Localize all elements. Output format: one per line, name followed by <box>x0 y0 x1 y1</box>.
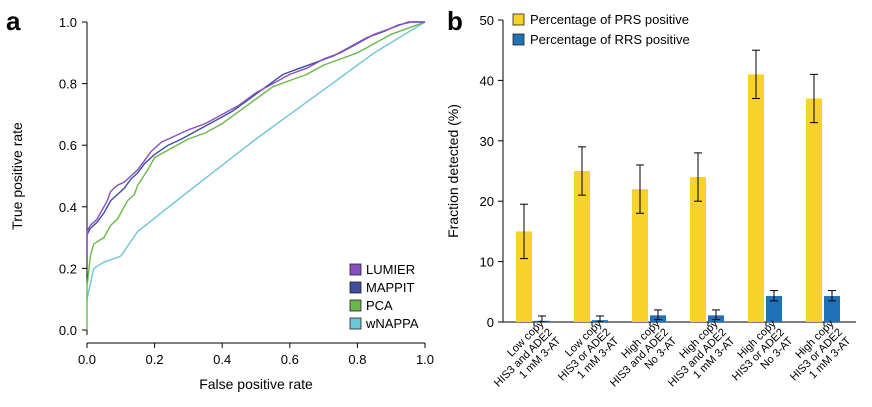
roc-x-tick-label: 1.0 <box>416 352 434 367</box>
bar-prs <box>690 177 706 322</box>
bar-prs <box>516 231 532 322</box>
bar-y-tick-label: 0 <box>487 315 494 330</box>
roc-series-lines <box>86 21 426 330</box>
roc-y-ticks: 0.0 0.2 0.4 0.6 0.8 1.0 <box>59 15 87 338</box>
roc-legend-label: MAPPIT <box>366 280 414 295</box>
bar-legend-label: Percentage of RRS positive <box>530 32 690 47</box>
bar-prs <box>574 171 590 322</box>
roc-y-tick-label: 0.4 <box>59 200 77 215</box>
roc-legend-swatch <box>349 317 362 330</box>
roc-x-axis-label: False positive rate <box>199 376 313 392</box>
roc-y-tick-label: 0.2 <box>59 261 77 276</box>
bar-rrs <box>766 296 782 322</box>
roc-legend-swatch <box>349 263 362 276</box>
bar-y-tick-label: 30 <box>480 134 494 149</box>
roc-series-line-lumier <box>86 21 425 257</box>
roc-chart-panel: a 0.00.20.40.60.81.0 0.0 0.2 0.4 0.6 0.8 1.0 … <box>6 6 434 392</box>
roc-y-axis-label: True positive rate <box>9 122 25 230</box>
roc-series-line-pca <box>86 21 426 330</box>
bar-legend-swatch <box>512 33 525 46</box>
bar-y-tick-label: 20 <box>480 194 494 209</box>
panel-letter-b: b <box>447 6 463 36</box>
bar-prs <box>806 98 822 323</box>
roc-series-line-wnappa <box>86 21 426 300</box>
bar-y-tick-label: 10 <box>480 255 494 270</box>
roc-x-ticks: 0.0 0.2 0.4 0.6 0.8 1.0 <box>78 343 434 367</box>
roc-y-tick-label: 1.0 <box>59 15 77 30</box>
roc-legend-swatch <box>349 299 362 312</box>
roc-x-tick-label: 0.8 <box>348 352 366 367</box>
roc-y-tick-label: 0.0 <box>59 323 77 338</box>
roc-x-tick-label: 0.0 <box>78 352 96 367</box>
bar-y-tick-label: 40 <box>480 73 494 88</box>
bar-marks <box>516 49 840 323</box>
roc-x-tick-label: 0.4 <box>213 352 231 367</box>
bar-y-tick-label: 50 <box>480 13 494 28</box>
roc-y-tick-label: 0.6 <box>59 138 77 153</box>
roc-legend-swatch <box>349 281 362 294</box>
bar-y-axis-label: Fraction detected (%) <box>445 104 461 238</box>
roc-legend-label: PCA <box>366 298 393 313</box>
bar-legend-label: Percentage of PRS positive <box>530 12 689 27</box>
roc-y-tick-label: 0.8 <box>59 77 77 92</box>
roc-legend: LUMIER MAPPIT PCA wNAPPA <box>349 262 419 331</box>
bar-y-ticks: 0 10 20 30 40 50 <box>480 13 503 330</box>
roc-x-tick-label: 0.2 <box>146 352 164 367</box>
bar-prs <box>632 189 648 322</box>
bar-prs <box>748 74 764 322</box>
roc-x-tick-label: 0.6 <box>281 352 299 367</box>
bar-rrs <box>824 296 840 322</box>
panel-letter-a: a <box>6 6 21 36</box>
bar-legend-swatch <box>512 13 525 26</box>
roc-legend-label: LUMIER <box>366 262 415 277</box>
roc-legend-label: wNAPPA <box>365 316 419 331</box>
bar-legend: Percentage of PRS positive Percentage of … <box>512 12 690 47</box>
